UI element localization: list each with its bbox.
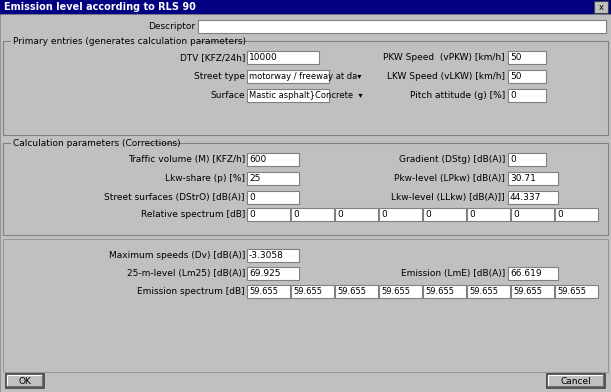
Bar — [594, 1, 608, 13]
Bar — [247, 249, 299, 262]
Bar — [247, 285, 290, 298]
Bar — [247, 191, 299, 204]
Text: 0: 0 — [293, 210, 299, 219]
Text: 50: 50 — [510, 72, 522, 81]
Bar — [467, 208, 510, 221]
Text: 50: 50 — [510, 53, 522, 62]
Bar — [508, 191, 558, 204]
Text: Calculation parameters (Corrections): Calculation parameters (Corrections) — [13, 138, 181, 147]
Text: 0: 0 — [337, 210, 343, 219]
Text: 0: 0 — [513, 210, 519, 219]
Text: Relative spectrum [dB]: Relative spectrum [dB] — [141, 210, 245, 219]
Bar — [508, 153, 546, 166]
Text: OK: OK — [18, 376, 31, 385]
Text: Emission level according to RLS 90: Emission level according to RLS 90 — [4, 2, 196, 12]
Bar — [379, 208, 422, 221]
Bar — [11, 37, 197, 45]
Bar — [511, 208, 554, 221]
Text: 59.655: 59.655 — [337, 287, 366, 296]
Text: 0: 0 — [510, 155, 516, 164]
Text: x: x — [599, 2, 604, 11]
Text: 69.925: 69.925 — [249, 269, 280, 278]
Bar — [247, 89, 329, 102]
Bar — [423, 208, 466, 221]
Text: 25: 25 — [249, 174, 260, 183]
Text: Gradient (DStg) [dB(A)]: Gradient (DStg) [dB(A)] — [398, 155, 505, 164]
Text: 10000: 10000 — [249, 53, 278, 62]
Text: 0: 0 — [557, 210, 563, 219]
Bar — [247, 70, 329, 83]
Bar — [3, 41, 608, 135]
Text: Emission (LmE) [dB(A)]: Emission (LmE) [dB(A)] — [401, 269, 505, 278]
Text: Primary entries (generates calculation parameters): Primary entries (generates calculation p… — [13, 36, 246, 45]
Bar — [508, 267, 558, 280]
Text: 0: 0 — [249, 193, 255, 202]
Text: 0: 0 — [469, 210, 475, 219]
Text: 30.71: 30.71 — [510, 174, 536, 183]
Bar — [379, 285, 422, 298]
Text: 44.337: 44.337 — [510, 193, 541, 202]
Text: 59.655: 59.655 — [381, 287, 410, 296]
Bar — [467, 285, 510, 298]
Bar — [247, 51, 319, 64]
Bar — [247, 153, 299, 166]
Text: 25-m-level (Lm25) [dB(A)]: 25-m-level (Lm25) [dB(A)] — [126, 269, 245, 278]
Bar — [335, 285, 378, 298]
Text: Pkw-level (LPkw) [dB(A)]: Pkw-level (LPkw) [dB(A)] — [394, 174, 505, 183]
Bar — [335, 208, 378, 221]
Bar — [555, 208, 598, 221]
Bar — [11, 139, 147, 147]
Text: 59.655: 59.655 — [293, 287, 322, 296]
Bar — [3, 239, 608, 372]
Text: Surface: Surface — [210, 91, 245, 100]
Text: Maximum speeds (Dv) [dB(A)]: Maximum speeds (Dv) [dB(A)] — [109, 251, 245, 260]
Bar — [508, 172, 558, 185]
Text: 59.655: 59.655 — [469, 287, 498, 296]
Bar — [291, 285, 334, 298]
Bar — [198, 20, 606, 33]
Text: Street type: Street type — [194, 72, 245, 81]
Text: 0: 0 — [510, 91, 516, 100]
Bar — [511, 285, 554, 298]
Text: Descriptor: Descriptor — [148, 22, 195, 31]
Text: Traffic volume (M) [KFZ/h]: Traffic volume (M) [KFZ/h] — [128, 155, 245, 164]
Bar — [6, 374, 44, 388]
Text: LKW Speed (vLKW) [km/h]: LKW Speed (vLKW) [km/h] — [387, 72, 505, 81]
Bar — [247, 172, 299, 185]
Bar — [547, 374, 605, 388]
Bar — [3, 143, 608, 235]
Bar — [508, 89, 546, 102]
Bar — [291, 208, 334, 221]
Text: Lkw-share (p) [%]: Lkw-share (p) [%] — [165, 174, 245, 183]
Bar — [508, 51, 546, 64]
Bar — [508, 70, 546, 83]
Text: Mastic asphalt}Concrete  ▾: Mastic asphalt}Concrete ▾ — [249, 91, 362, 100]
Text: 59.655: 59.655 — [249, 287, 278, 296]
Text: Cancel: Cancel — [561, 376, 591, 385]
Text: 0: 0 — [381, 210, 387, 219]
Text: 600: 600 — [249, 155, 266, 164]
Text: 0: 0 — [249, 210, 255, 219]
Text: DTV [KFZ/24h]: DTV [KFZ/24h] — [180, 53, 245, 62]
Text: Emission spectrum [dB]: Emission spectrum [dB] — [137, 287, 245, 296]
Bar — [555, 285, 598, 298]
Bar — [0, 0, 611, 14]
Text: 0: 0 — [425, 210, 431, 219]
Text: 59.655: 59.655 — [513, 287, 542, 296]
Text: 66.619: 66.619 — [510, 269, 541, 278]
Text: Lkw-level (LLkw) [dB(A)]]: Lkw-level (LLkw) [dB(A)]] — [392, 193, 505, 202]
Text: Pitch attitude (g) [%]: Pitch attitude (g) [%] — [410, 91, 505, 100]
Text: 59.655: 59.655 — [425, 287, 454, 296]
Text: 59.655: 59.655 — [557, 287, 586, 296]
Bar — [423, 285, 466, 298]
Bar — [247, 267, 299, 280]
Text: motorway / freeway at da▾: motorway / freeway at da▾ — [249, 72, 362, 81]
Text: PKW Speed  (vPKW) [km/h]: PKW Speed (vPKW) [km/h] — [383, 53, 505, 62]
Text: -3.3058: -3.3058 — [249, 251, 284, 260]
Text: Street surfaces (DStrO) [dB(A)]: Street surfaces (DStrO) [dB(A)] — [104, 193, 245, 202]
Bar — [247, 208, 290, 221]
